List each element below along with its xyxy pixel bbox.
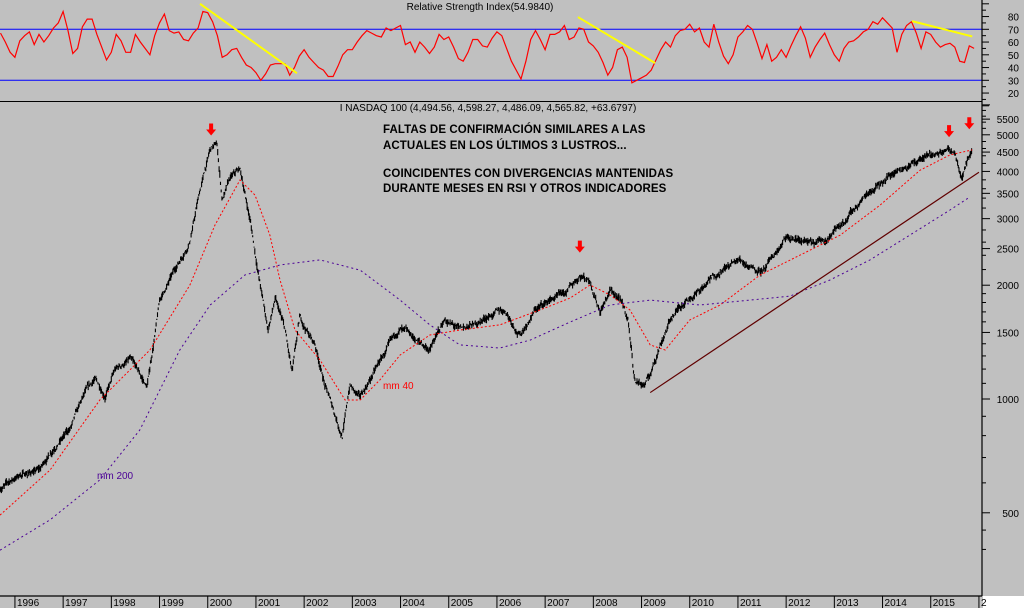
- price-title: I NASDAQ 100 (4,494.56, 4,598.27, 4,486.…: [339, 103, 637, 114]
- year-label: 2010: [692, 598, 715, 608]
- annotation-line-1: FALTAS DE CONFIRMACIÓN SIMILARES A LAS: [383, 124, 646, 136]
- year-label: 2004: [403, 598, 426, 608]
- rsi-trendline-2: [577, 16, 656, 64]
- price-series-bars: [0, 140, 973, 494]
- annotation-line-4: DURANTE MESES EN RSI Y OTROS INDICADORES: [383, 183, 667, 195]
- red-arrow-4: [964, 117, 975, 130]
- year-label: 2000: [210, 598, 233, 608]
- year-label: 2007: [547, 598, 570, 608]
- price-tick-label: 500: [1002, 509, 1019, 520]
- price-tick-label: 1500: [997, 328, 1020, 339]
- year-label: 2009: [644, 598, 667, 608]
- annotation-line-2: ACTUALES EN LOS ÚLTIMOS 3 LUSTROS...: [383, 140, 627, 152]
- year-label: 2005: [451, 598, 474, 608]
- year-label: 2011: [740, 598, 762, 608]
- year-label: 2014: [885, 598, 908, 608]
- rsi-trendline-1: [199, 2, 298, 74]
- rsi-tick-label: 40: [1008, 64, 1020, 75]
- year-label: 2002: [306, 598, 329, 608]
- mm40-label: mm 40: [383, 381, 414, 392]
- price-tick-label: 2500: [997, 245, 1020, 256]
- rsi-tick-label: 30: [1008, 76, 1020, 87]
- mm200-label: mm 200: [97, 471, 134, 482]
- rsi-tick-label: 80: [1008, 13, 1020, 24]
- year-label: 2: [981, 598, 987, 608]
- corner-box: [983, 596, 1024, 608]
- price-panel: mm 40 mm 200: [0, 117, 980, 551]
- price-tick-label: 5000: [997, 131, 1020, 142]
- rsi-tick-label: 50: [1008, 51, 1020, 62]
- price-tick-label: 3000: [997, 215, 1020, 226]
- rsi-tick-label: 60: [1008, 38, 1020, 49]
- year-label: 1996: [17, 598, 40, 608]
- rsi-title: Relative Strength Index(54.9840): [406, 2, 554, 13]
- red-arrow-3: [944, 125, 955, 138]
- price-tick-label: 5500: [997, 115, 1020, 126]
- rsi-series-line: [0, 9, 975, 84]
- year-label: 1999: [162, 598, 185, 608]
- annotation-line-3: COINCIDENTES CON DIVERGENCIAS MANTENIDAS: [383, 168, 674, 180]
- year-label: 2012: [788, 598, 811, 608]
- price-tick-label: 1000: [997, 395, 1020, 406]
- year-label: 2015: [933, 598, 956, 608]
- year-label: 1997: [65, 598, 88, 608]
- red-arrow-1: [206, 123, 217, 136]
- year-label: 2003: [354, 598, 377, 608]
- year-label: 2006: [499, 598, 522, 608]
- rsi-trendline-3: [911, 20, 973, 38]
- price-trendline: [649, 171, 980, 394]
- red-arrow-2: [574, 240, 585, 253]
- year-label: 2008: [595, 598, 618, 608]
- year-label: 2013: [836, 598, 859, 608]
- rsi-tick-label: 70: [1008, 25, 1020, 36]
- year-label: 2001: [258, 598, 281, 608]
- price-tick-label: 4000: [997, 167, 1020, 178]
- rsi-tick-label: 20: [1008, 89, 1020, 100]
- year-label: 1998: [113, 598, 136, 608]
- rsi-panel: [0, 2, 982, 102]
- price-tick-label: 2000: [997, 281, 1020, 292]
- price-tick-label: 3500: [997, 189, 1020, 200]
- price-tick-label: 4500: [997, 148, 1020, 159]
